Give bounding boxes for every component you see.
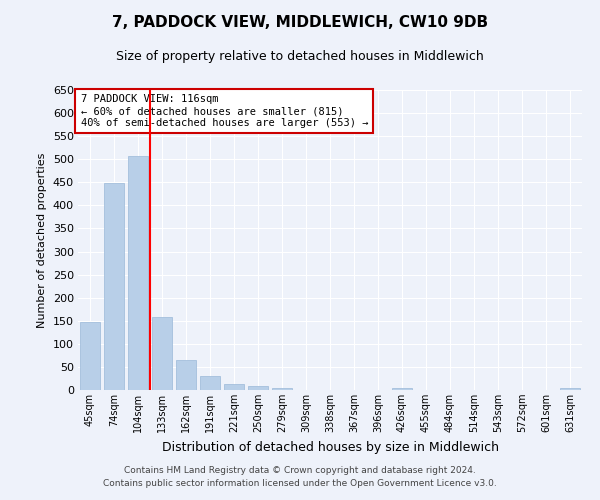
Text: Contains HM Land Registry data © Crown copyright and database right 2024.
Contai: Contains HM Land Registry data © Crown c… xyxy=(103,466,497,487)
Bar xyxy=(224,384,244,390)
Text: 7, PADDOCK VIEW, MIDDLEWICH, CW10 9DB: 7, PADDOCK VIEW, MIDDLEWICH, CW10 9DB xyxy=(112,15,488,30)
Bar xyxy=(128,156,148,390)
Bar xyxy=(272,388,292,390)
Bar xyxy=(104,183,124,390)
Bar xyxy=(560,388,580,390)
Bar xyxy=(200,376,220,390)
Bar xyxy=(152,317,172,390)
Bar xyxy=(80,322,100,390)
Text: Size of property relative to detached houses in Middlewich: Size of property relative to detached ho… xyxy=(116,50,484,63)
Bar xyxy=(176,360,196,390)
X-axis label: Distribution of detached houses by size in Middlewich: Distribution of detached houses by size … xyxy=(161,440,499,454)
Text: 7 PADDOCK VIEW: 116sqm
← 60% of detached houses are smaller (815)
40% of semi-de: 7 PADDOCK VIEW: 116sqm ← 60% of detached… xyxy=(80,94,368,128)
Bar xyxy=(248,386,268,390)
Y-axis label: Number of detached properties: Number of detached properties xyxy=(37,152,47,328)
Bar xyxy=(392,388,412,390)
